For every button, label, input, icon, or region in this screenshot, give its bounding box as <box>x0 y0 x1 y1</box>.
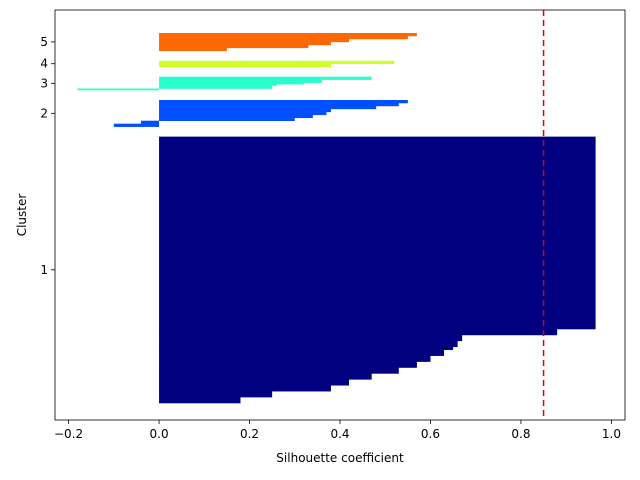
x-tick-label: 0.6 <box>421 427 440 441</box>
silhouette-bar-cluster-3 <box>159 79 322 83</box>
y-tick-label: 1 <box>40 263 48 277</box>
y-tick-label: 3 <box>40 76 48 90</box>
silhouette-bar-cluster-4 <box>159 63 331 67</box>
silhouette-bar-cluster-1 <box>159 334 463 342</box>
silhouette-bar-cluster-3 <box>77 88 160 91</box>
x-tick-label: 0.4 <box>330 427 349 441</box>
silhouette-bar-cluster-1 <box>159 385 331 392</box>
silhouette-bar-cluster-1 <box>159 340 458 348</box>
x-tick-label: 0.0 <box>150 427 169 441</box>
silhouette-bar-cluster-3 <box>159 85 273 89</box>
y-tick-label: 2 <box>40 106 48 120</box>
silhouette-bar-cluster-2 <box>159 117 295 122</box>
silhouette-bar-cluster-5 <box>159 41 331 46</box>
silhouette-bar-cluster-1 <box>159 391 273 398</box>
silhouette-bar-cluster-1 <box>159 397 241 404</box>
silhouette-bar-cluster-1 <box>159 329 558 336</box>
x-tick-label: 0.2 <box>240 427 259 441</box>
silhouette-bar-cluster-3 <box>159 76 372 80</box>
x-axis: −0.2 0.0 0.2 0.4 0.6 0.8 1.0 <box>54 420 621 441</box>
silhouette-bar-cluster-1 <box>159 373 372 380</box>
silhouette-bar-cluster-4 <box>159 60 395 65</box>
silhouette-bar-cluster-5 <box>159 33 417 37</box>
silhouette-bar-cluster-2 <box>159 111 327 116</box>
y-axis-label: Cluster <box>15 194 29 237</box>
silhouette-bar-cluster-2 <box>159 105 377 110</box>
silhouette-bar-cluster-2 <box>140 120 160 124</box>
silhouette-bar-cluster-1 <box>159 379 350 386</box>
x-tick-label: 0.8 <box>511 427 530 441</box>
silhouette-bar-cluster-3 <box>159 84 277 86</box>
silhouette-bar-cluster-1 <box>159 361 417 368</box>
silhouette-bar-cluster-5 <box>159 35 408 40</box>
silhouette-bar-cluster-2 <box>159 108 331 113</box>
silhouette-bar-cluster-1 <box>159 349 445 356</box>
silhouette-bar-cluster-2 <box>159 114 313 119</box>
y-axis: 1 2 3 4 5 <box>40 35 55 277</box>
x-tick-label: −0.2 <box>54 427 83 441</box>
x-tick-label: 1.0 <box>602 427 621 441</box>
silhouette-bars <box>77 33 596 404</box>
silhouette-bar-cluster-1 <box>159 136 596 330</box>
silhouette-bar-cluster-2 <box>113 123 160 127</box>
silhouette-bar-cluster-2 <box>159 100 408 104</box>
silhouette-bar-cluster-5 <box>159 38 350 43</box>
silhouette-bar-cluster-3 <box>159 82 304 85</box>
silhouette-bar-cluster-2 <box>159 102 399 107</box>
silhouette-bar-cluster-1 <box>159 355 431 362</box>
silhouette-bar-cluster-5 <box>159 47 227 52</box>
silhouette-bar-cluster-1 <box>159 367 399 374</box>
y-tick-label: 4 <box>40 57 48 71</box>
silhouette-bar-cluster-5 <box>159 44 309 49</box>
x-axis-label: Silhouette coefficient <box>276 451 404 465</box>
y-tick-label: 5 <box>40 35 48 49</box>
silhouette-bar-cluster-1 <box>159 346 454 351</box>
